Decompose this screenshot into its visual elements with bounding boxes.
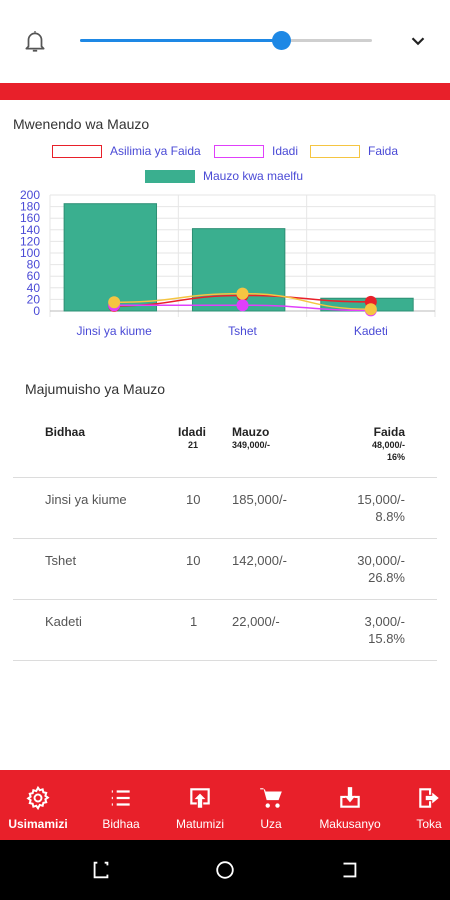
slider[interactable] (80, 31, 372, 50)
nav-label: Matumizi (175, 817, 224, 831)
nav-bidhaa[interactable]: Bidhaa (86, 770, 156, 840)
row-qty: 10 (186, 492, 201, 507)
slider-thumb[interactable] (272, 31, 292, 50)
nav-label: Usimamizi (8, 817, 68, 831)
back-icon[interactable] (338, 859, 360, 881)
data-point (236, 287, 249, 300)
top-bar (0, 0, 450, 80)
row-profit-pct: 26.8% (368, 570, 405, 585)
header-product: Bidhaa (45, 425, 86, 439)
nav-uza[interactable]: Uza (245, 770, 297, 840)
legend-label: Asilimia ya Faida (110, 144, 201, 158)
row-divider (13, 599, 437, 600)
row-product: Tshet (45, 553, 77, 568)
row-product: Kadeti (45, 614, 82, 629)
data-point (364, 303, 377, 316)
data-point (236, 299, 249, 312)
slider-fill (80, 39, 282, 42)
row-sales: 142,000/- (232, 553, 287, 568)
chevron-down-icon[interactable] (406, 30, 430, 52)
row-product: Jinsi ya kiume (45, 492, 127, 507)
legend-label: Mauzo kwa maelfu (203, 169, 304, 183)
total-profit-amount: 48,000/- (371, 440, 405, 450)
bottom-nav: Usimamizi Bidhaa Matumizi Uza Makusanyo (0, 770, 450, 840)
nav-usimamizi[interactable]: Usimamizi (0, 770, 76, 840)
nav-makusanyo[interactable]: Makusanyo (310, 770, 390, 840)
legend-label: Idadi (272, 144, 299, 158)
bell-icon[interactable] (22, 28, 48, 54)
total-sales: 349,000/- (232, 440, 271, 450)
summary-title: Majumuisho ya Mauzo (25, 381, 166, 397)
row-divider (13, 660, 437, 661)
legend-item-mauzo[interactable]: Mauzo kwa maelfu (145, 169, 303, 183)
nav-toka[interactable]: Toka (405, 770, 450, 840)
nav-matumizi[interactable]: Matumizi (164, 770, 236, 840)
y-tick-label: 20 (27, 292, 41, 306)
legend-swatch (310, 144, 360, 158)
download-icon (340, 787, 360, 808)
row-divider (13, 538, 437, 539)
cart-icon (260, 788, 282, 808)
x-tick-label: Tshet (228, 324, 257, 338)
legend-item-idadi[interactable]: Idadi (214, 144, 298, 158)
legend-swatch (52, 144, 102, 158)
list-icon (111, 790, 130, 806)
total-profit-pct: 16% (386, 452, 405, 462)
gear-icon (26, 785, 50, 811)
y-tick-label: 60 (27, 269, 41, 283)
bar (63, 203, 158, 312)
y-tick-label: 200 (20, 188, 40, 202)
header-profit: Faida (373, 425, 405, 439)
legend-label: Faida (368, 144, 399, 158)
recent-apps-icon[interactable] (90, 859, 112, 881)
nav-label: Toka (416, 817, 442, 831)
row-divider (13, 477, 437, 478)
upload-icon (190, 788, 210, 808)
header-qty: Idadi (178, 425, 207, 439)
legend-swatch (214, 144, 264, 158)
y-tick-label: 40 (27, 281, 41, 295)
row-sales: 22,000/- (232, 614, 280, 629)
total-qty: 21 (188, 440, 199, 450)
nav-label: Bidhaa (102, 817, 140, 831)
y-tick-label: 140 (20, 223, 40, 237)
x-tick-label: Kadeti (354, 324, 388, 338)
y-tick-label: 120 (20, 234, 40, 248)
logout-icon (419, 788, 439, 808)
y-tick-label: 180 (20, 200, 40, 214)
system-nav-bar (0, 840, 450, 900)
header-accent-bar (0, 83, 450, 100)
chart-title: Mwenendo wa Mauzo (13, 116, 150, 132)
row-profit-pct: 15.8% (368, 631, 405, 646)
legend-item-faida[interactable]: Faida (310, 144, 398, 158)
row-qty: 10 (186, 553, 201, 568)
header-sales: Mauzo (232, 425, 270, 439)
y-tick-label: 160 (20, 211, 40, 225)
legend-swatch (145, 169, 195, 183)
home-icon[interactable] (214, 859, 236, 881)
y-tick-label: 80 (27, 258, 41, 272)
row-sales: 185,000/- (232, 492, 287, 507)
nav-label: Uza (260, 817, 282, 831)
y-tick-label: 100 (20, 246, 40, 260)
row-profit-pct: 8.8% (375, 509, 405, 524)
row-profit-amount: 3,000/- (364, 614, 405, 629)
legend-item-asilimia[interactable]: Asilimia ya Faida (52, 144, 201, 158)
y-tick-label: 0 (33, 304, 40, 318)
x-tick-label: Jinsi ya kiume (76, 324, 152, 338)
row-qty: 1 (190, 614, 198, 629)
row-profit-amount: 15,000/- (357, 492, 405, 507)
data-point (108, 296, 121, 309)
row-profit-amount: 30,000/- (357, 553, 405, 568)
nav-label: Makusanyo (319, 817, 381, 831)
